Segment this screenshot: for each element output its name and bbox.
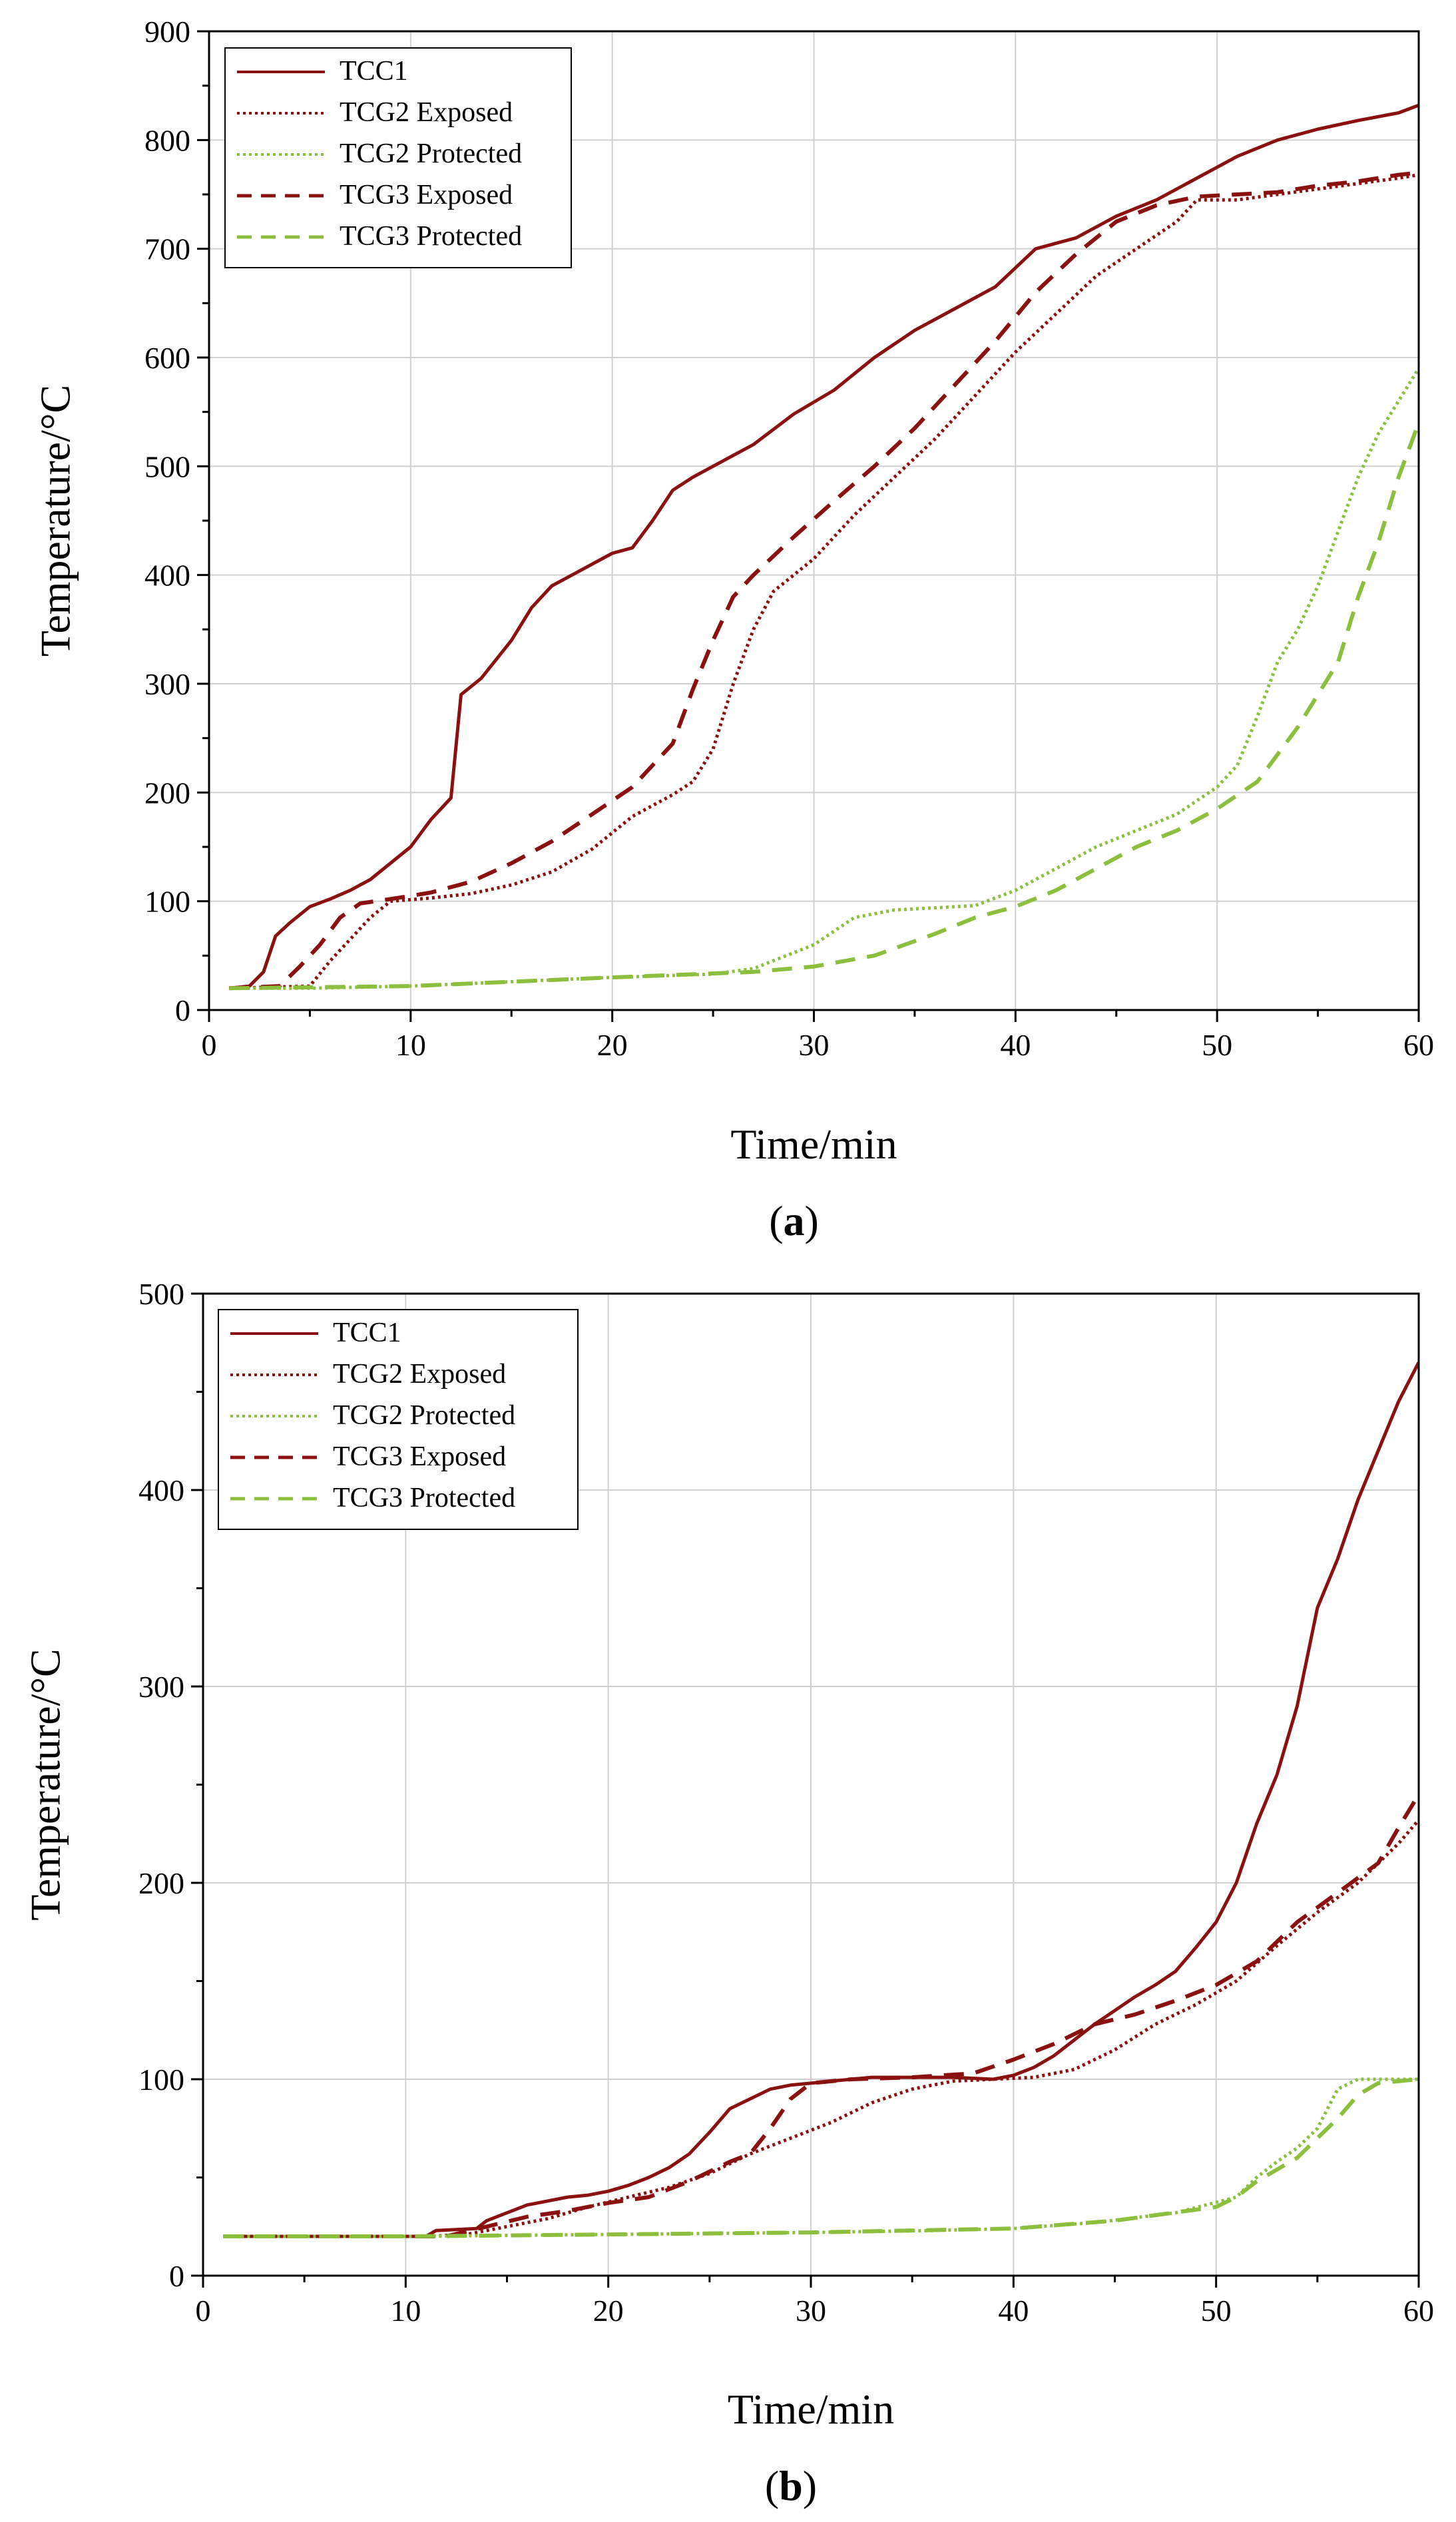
legend-label: TCG3 Exposed — [333, 1441, 506, 1472]
x-axis-title-b: Time/min — [728, 2386, 894, 2433]
y-axis-title-b: Temperature/°C — [22, 1648, 69, 1921]
x-tick-label: 60 — [1403, 1028, 1434, 1062]
caption-letter-a: a — [784, 1197, 805, 1244]
legend-label: TCG3 Protected — [340, 221, 522, 252]
series-layer-a — [229, 103, 1419, 991]
y-tick-label: 0 — [169, 2259, 184, 2293]
y-tick-label: 700 — [144, 232, 190, 266]
x-tick-label: 40 — [998, 2294, 1029, 2328]
y-tick-label: 200 — [138, 1866, 184, 1900]
y-tick-label: 300 — [138, 1670, 184, 1704]
x-tick-label: 0 — [196, 2294, 211, 2328]
tick-labels-a: 0 10 20 30 40 50 60010020030040050060070080090… — [144, 15, 1434, 1062]
x-tick-label: 20 — [597, 1028, 628, 1062]
legend-label: TCG2 Exposed — [333, 1359, 506, 1389]
y-tick-label: 300 — [144, 667, 190, 701]
x-tick-label: 10 — [390, 2294, 421, 2328]
legend-label: TCG2 Protected — [333, 1400, 515, 1431]
legend-label: TCG2 Exposed — [340, 97, 513, 128]
x-axis-title-a: Time/min — [730, 1121, 897, 1168]
legend-label: TCG2 Protected — [340, 138, 522, 169]
legend-label: TCC1 — [333, 1318, 401, 1348]
legend-box-a — [224, 47, 572, 268]
y-tick-label: 800 — [144, 123, 190, 157]
legend-label: TCG3 Protected — [333, 1483, 515, 1513]
y-tick-label: 500 — [144, 449, 190, 483]
x-tick-label: 30 — [799, 1028, 830, 1062]
x-tick-label: 10 — [395, 1028, 426, 1062]
legend-label: TCG3 Exposed — [340, 180, 513, 210]
series-line-tcg2-exposed — [223, 1818, 1419, 2238]
axis-ticks-a — [197, 30, 1420, 1022]
series-line-tcg3-protected — [229, 421, 1419, 991]
caption-a: (a) — [769, 1197, 819, 1244]
legend-a: TCC1 TCG2 Exposed TCG2 Protected TCG3 Expos… — [224, 47, 572, 268]
series-line-tcg3-exposed — [223, 1793, 1419, 2238]
x-tick-label: 60 — [1403, 2294, 1434, 2328]
y-tick-label: 0 — [175, 993, 190, 1027]
series-line-tcc1 — [229, 103, 1419, 990]
chart-panel-b: 0 10 20 30 40 50 60 0 100 200 300 400 500 Time/min T… — [22, 1277, 1434, 2509]
legend-label: TCC1 — [340, 56, 408, 87]
legend-b: TCC1 TCG2 Exposed TCG2 Protected TCG3 Expos… — [218, 1309, 579, 1530]
x-tick-label: 20 — [593, 2294, 624, 2328]
y-tick-label: 100 — [138, 2063, 184, 2097]
caption-b: (b) — [765, 2462, 817, 2509]
y-tick-label: 400 — [144, 559, 190, 593]
x-tick-label: 30 — [796, 2294, 826, 2328]
x-tick-label: 40 — [1000, 1028, 1031, 1062]
x-tick-label: 0 — [202, 1028, 217, 1062]
chart-panel-a: 0 10 20 30 40 50 60010020030040050060070080090… — [32, 15, 1434, 1244]
series-line-tcg3-exposed — [229, 170, 1419, 991]
y-tick-label: 500 — [138, 1277, 184, 1311]
x-tick-label: 50 — [1202, 1028, 1232, 1062]
y-tick-label: 100 — [144, 885, 190, 919]
series-layer-b — [223, 1362, 1419, 2238]
axis-ticks-b — [191, 1292, 1420, 2288]
y-tick-label: 600 — [144, 341, 190, 375]
y-tick-label: 200 — [144, 776, 190, 810]
series-line-tcg3-protected — [223, 2077, 1419, 2238]
tick-labels-b: 0 10 20 30 40 50 60 0 100 200 300 400 500 — [138, 1277, 1434, 2328]
caption-letter-b: b — [779, 2462, 803, 2509]
y-tick-label: 900 — [144, 15, 190, 49]
y-axis-title-a: Temperature/°C — [32, 385, 79, 657]
series-line-tcg2-exposed — [229, 173, 1419, 990]
legend-box-b — [218, 1309, 579, 1530]
y-tick-label: 400 — [138, 1473, 184, 1507]
x-tick-label: 50 — [1201, 2294, 1232, 2328]
